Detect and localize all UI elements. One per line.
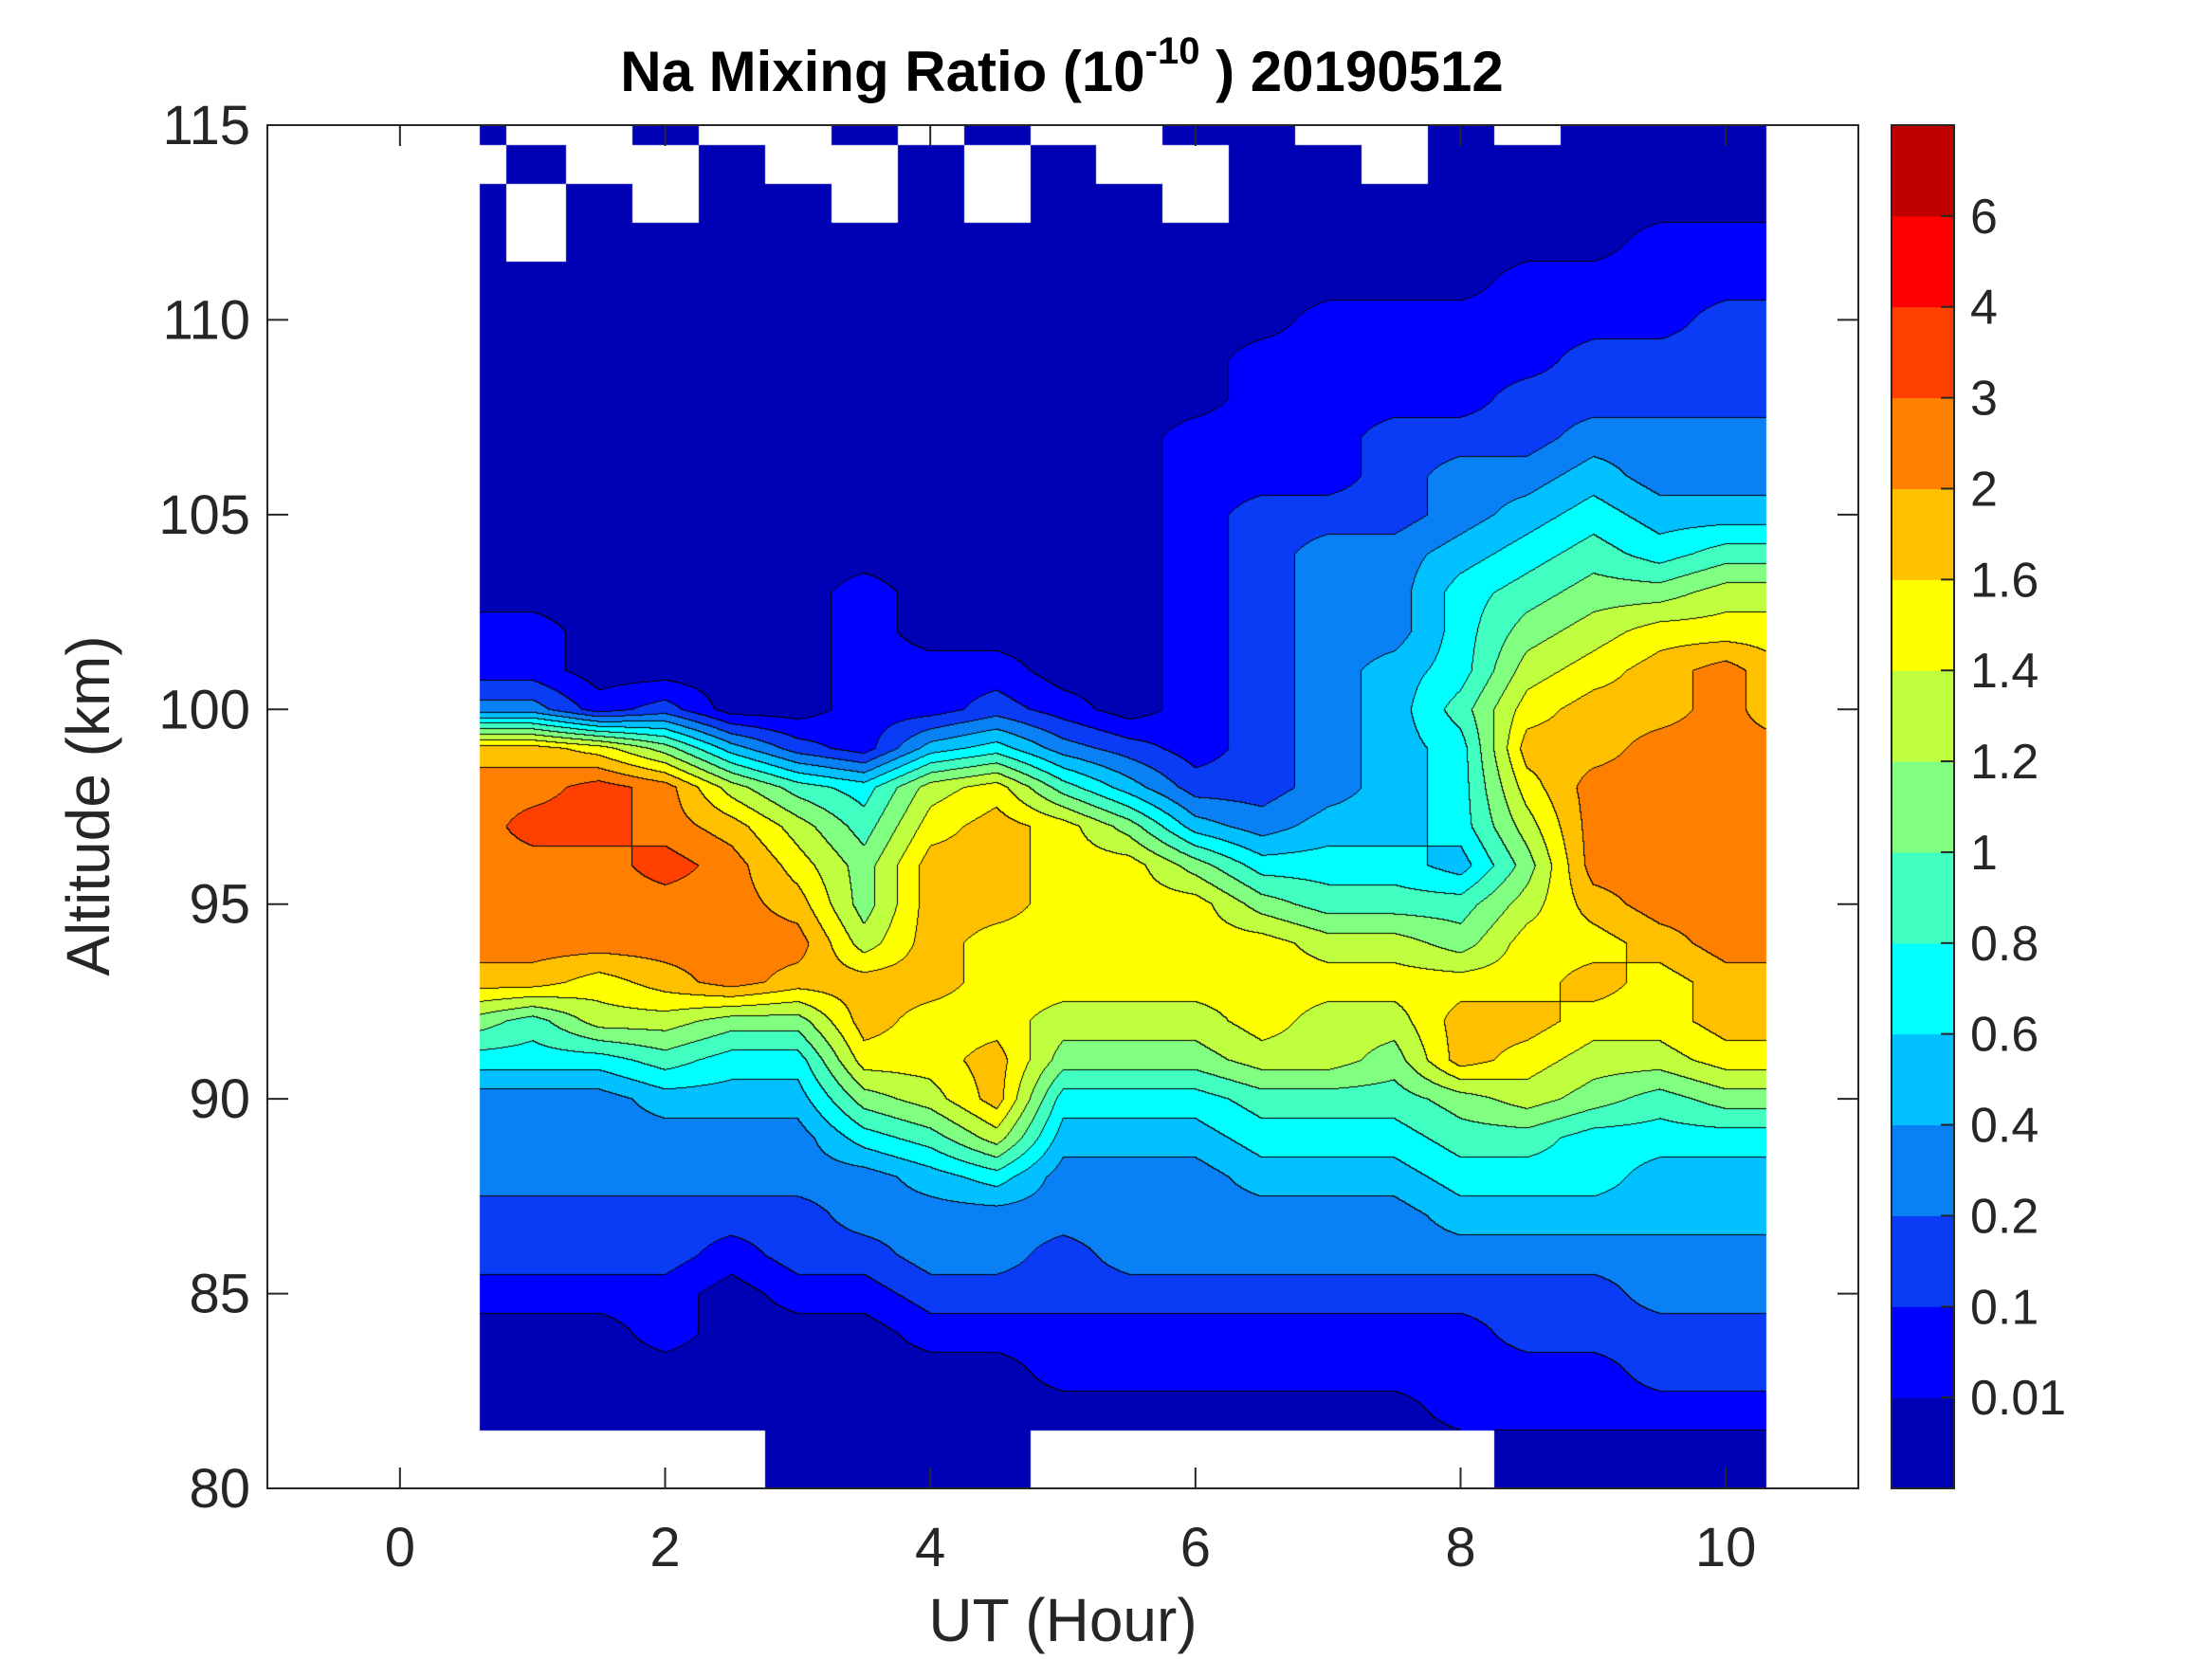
colorbar-band bbox=[1892, 125, 1954, 217]
y-tick-label: 100 bbox=[158, 679, 250, 740]
colorbar-band bbox=[1892, 488, 1954, 580]
colorbar-band bbox=[1892, 942, 1954, 1035]
x-tick-label: 4 bbox=[915, 1517, 945, 1578]
colorbar-tick-label: 1.2 bbox=[1970, 735, 2038, 790]
title-date: ) 20190512 bbox=[1199, 40, 1504, 103]
colorbar-tick-label: 0.6 bbox=[1970, 1008, 2038, 1063]
title-text: Na Mixing Ratio (10 bbox=[620, 40, 1145, 103]
colorbar-band bbox=[1892, 306, 1954, 399]
plot-frame bbox=[266, 124, 1859, 1489]
contour-field bbox=[267, 125, 1858, 1488]
colorbar-tick-label: 0.01 bbox=[1970, 1371, 2066, 1426]
colorbar-tick-label: 1 bbox=[1970, 826, 1998, 881]
colorbar-band bbox=[1892, 761, 1954, 853]
y-tick-label: 95 bbox=[189, 874, 250, 936]
colorbar-band bbox=[1892, 1124, 1954, 1216]
x-tick-label: 8 bbox=[1445, 1517, 1475, 1578]
y-tick-label: 85 bbox=[189, 1264, 250, 1325]
y-tick-label: 115 bbox=[163, 95, 250, 156]
colorbar-tick-label: 2 bbox=[1970, 462, 1998, 517]
colorbar-tick-label: 0.2 bbox=[1970, 1189, 2038, 1244]
colorbar-band bbox=[1892, 1033, 1954, 1126]
colorbar-tick-label: 3 bbox=[1970, 372, 1998, 427]
colorbar-band bbox=[1892, 215, 1954, 308]
x-tick-label: 2 bbox=[649, 1517, 680, 1578]
title-exponent: -10 bbox=[1144, 30, 1200, 72]
y-tick-label: 90 bbox=[189, 1068, 250, 1130]
y-axis-label: Altitude (km) bbox=[54, 635, 122, 976]
x-tick-label: 6 bbox=[1180, 1517, 1211, 1578]
colorbar-band bbox=[1892, 397, 1954, 489]
colorbar-tick-label: 1.4 bbox=[1970, 644, 2038, 699]
x-axis-label: UT (Hour) bbox=[928, 1586, 1197, 1654]
colorbar-tick-label: 4 bbox=[1970, 281, 1998, 336]
colorbar-tick-label: 6 bbox=[1970, 190, 1998, 245]
colorbar-frame bbox=[1891, 124, 1955, 1489]
colorbar-band bbox=[1892, 670, 1954, 762]
colorbar-band bbox=[1892, 1306, 1954, 1398]
x-tick-label: 0 bbox=[385, 1517, 415, 1578]
chart-title: Na Mixing Ratio (10-10 ) 20190512 bbox=[0, 30, 2124, 104]
colorbar-tick-label: 0.4 bbox=[1970, 1099, 2038, 1154]
colorbar-band bbox=[1892, 1397, 1954, 1489]
colorbar-tick-label: 0.1 bbox=[1970, 1280, 2038, 1335]
y-tick-label: 110 bbox=[163, 289, 250, 351]
colorbar-band bbox=[1892, 851, 1954, 944]
colorbar-band bbox=[1892, 1215, 1954, 1307]
colorbar-band bbox=[1892, 579, 1954, 671]
y-tick-label: 105 bbox=[158, 484, 250, 546]
colorbar-tick-label: 1.6 bbox=[1970, 553, 2038, 608]
x-tick-label: 10 bbox=[1695, 1517, 1757, 1578]
y-tick-label: 80 bbox=[189, 1458, 250, 1520]
colorbar-tick-label: 0.8 bbox=[1970, 917, 2038, 972]
